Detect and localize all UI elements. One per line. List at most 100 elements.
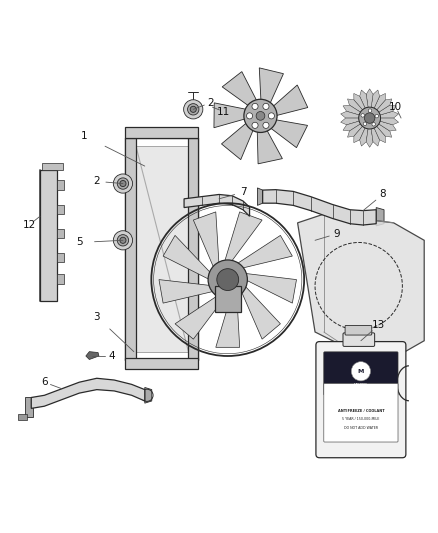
Polygon shape [159,280,220,303]
Polygon shape [180,197,184,209]
Polygon shape [366,89,373,107]
Polygon shape [259,68,283,108]
FancyBboxPatch shape [188,138,198,360]
Text: 4: 4 [109,351,115,361]
Polygon shape [354,93,365,110]
Text: 11: 11 [217,107,230,117]
Circle shape [351,362,371,381]
Text: 2: 2 [93,176,100,187]
Polygon shape [40,171,57,302]
Text: M: M [358,369,364,374]
Text: 13: 13 [372,320,385,330]
FancyBboxPatch shape [125,358,198,369]
Text: 6: 6 [41,377,48,387]
Polygon shape [175,292,228,339]
Circle shape [268,113,275,119]
Polygon shape [360,128,368,146]
Circle shape [217,269,239,290]
Circle shape [208,260,247,299]
Polygon shape [354,126,365,143]
Polygon shape [377,99,392,112]
Circle shape [375,115,378,118]
Circle shape [263,122,269,128]
Text: 7: 7 [240,187,246,197]
Polygon shape [18,414,27,420]
Polygon shape [239,273,297,303]
Circle shape [190,106,196,112]
Polygon shape [57,181,64,190]
FancyBboxPatch shape [345,326,372,335]
Text: 1: 1 [80,131,87,141]
Polygon shape [380,111,399,118]
Polygon shape [145,387,152,403]
Polygon shape [297,214,424,358]
FancyBboxPatch shape [324,384,398,442]
Polygon shape [347,99,363,112]
Polygon shape [57,205,64,214]
Circle shape [263,103,269,109]
Circle shape [113,174,133,193]
Polygon shape [360,90,368,108]
Polygon shape [343,121,360,131]
Polygon shape [374,93,385,110]
Circle shape [187,103,199,115]
FancyBboxPatch shape [125,138,136,360]
Polygon shape [25,398,33,417]
Polygon shape [57,274,64,284]
Polygon shape [377,124,392,137]
Polygon shape [343,105,360,115]
Polygon shape [380,118,399,125]
Polygon shape [269,85,308,117]
Text: 10: 10 [389,102,403,112]
Polygon shape [347,124,363,137]
Circle shape [368,109,372,112]
Polygon shape [379,105,396,115]
Polygon shape [379,121,396,131]
Polygon shape [376,207,384,226]
FancyBboxPatch shape [125,127,198,138]
Text: 3: 3 [93,312,100,322]
Polygon shape [222,120,255,160]
Circle shape [363,122,367,126]
Circle shape [117,235,129,246]
Circle shape [361,114,364,117]
Circle shape [120,237,126,244]
Polygon shape [193,212,219,273]
Circle shape [364,113,375,123]
Circle shape [184,100,203,119]
Circle shape [256,111,265,120]
Polygon shape [42,163,63,171]
Circle shape [120,181,126,187]
Circle shape [252,122,258,128]
Polygon shape [266,119,307,148]
Polygon shape [184,195,250,216]
Text: 9: 9 [334,229,340,239]
Polygon shape [371,128,380,146]
Polygon shape [31,378,145,408]
Polygon shape [258,188,263,205]
FancyBboxPatch shape [343,333,374,346]
Text: 12: 12 [22,220,36,230]
Polygon shape [263,190,376,225]
FancyBboxPatch shape [316,342,406,458]
Text: ANTIFREEZE / COOLANT: ANTIFREEZE / COOLANT [338,409,384,413]
Bar [136,147,188,352]
Polygon shape [57,229,64,238]
Circle shape [113,231,133,250]
Polygon shape [86,352,99,359]
Circle shape [244,99,277,133]
Circle shape [117,178,129,189]
FancyBboxPatch shape [324,352,398,395]
Polygon shape [232,236,292,270]
Polygon shape [223,212,262,268]
Polygon shape [214,103,251,128]
Polygon shape [341,111,359,118]
Polygon shape [374,126,385,143]
Circle shape [359,107,381,129]
Polygon shape [216,289,240,348]
FancyBboxPatch shape [215,286,241,312]
Polygon shape [366,129,373,147]
Polygon shape [341,118,359,125]
Polygon shape [239,281,280,339]
Circle shape [247,113,253,119]
